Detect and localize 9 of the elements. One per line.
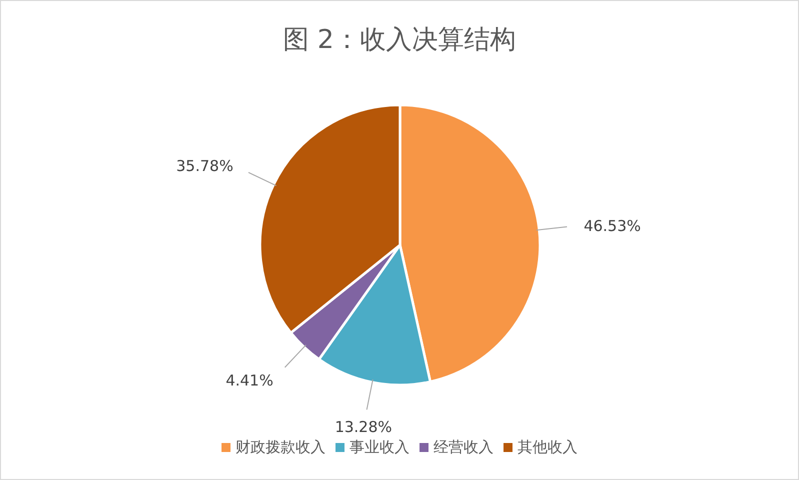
chart-title: 图 2：收入决算结构 — [283, 25, 516, 55]
legend-label: 事业收入 — [350, 438, 410, 456]
data-label: 46.53% — [584, 216, 641, 235]
data-label: 35.78% — [176, 157, 234, 176]
legend-label: 经营收入 — [434, 438, 494, 456]
legend-label: 财政拨款收入 — [236, 438, 326, 456]
data-label: 13.28% — [334, 418, 392, 436]
data-label: 4.41% — [226, 372, 274, 390]
legend-label: 其他收入 — [518, 438, 578, 456]
